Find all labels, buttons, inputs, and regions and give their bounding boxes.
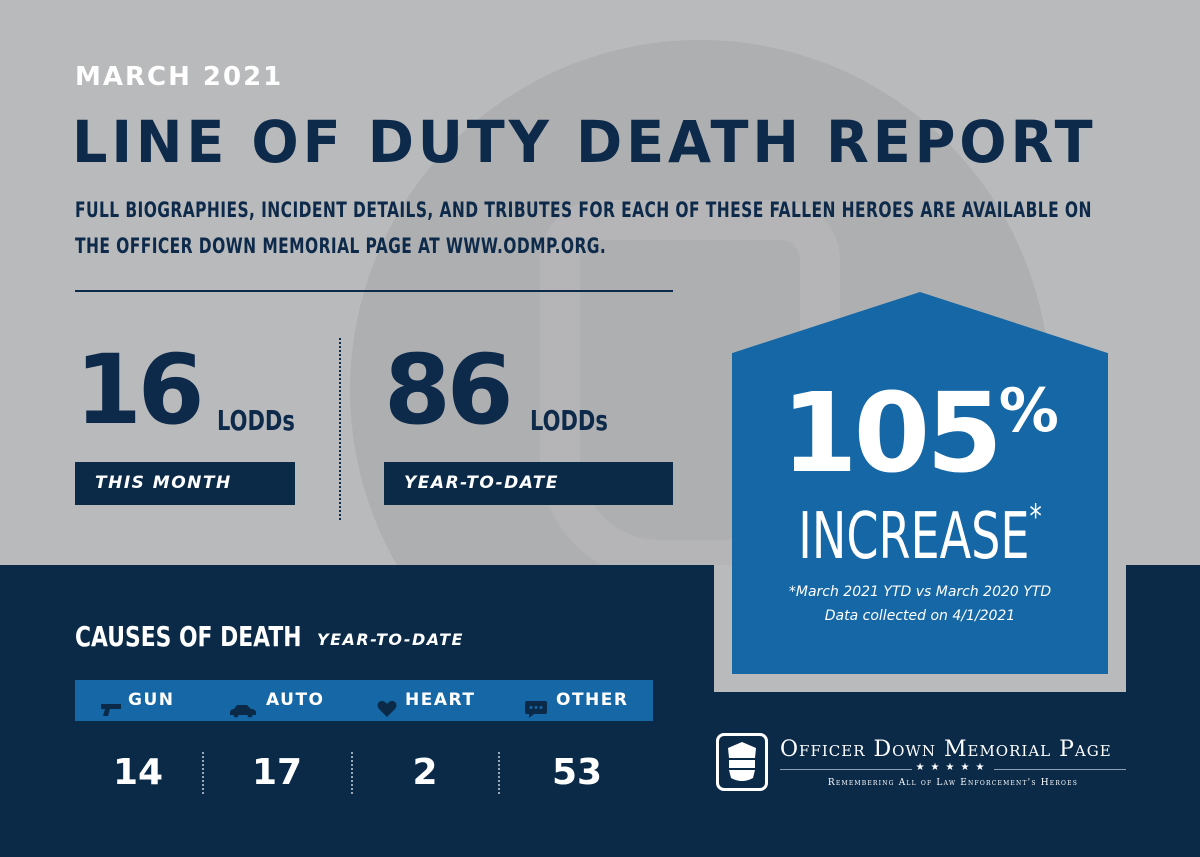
ytd-unit: LODDs — [530, 404, 608, 437]
report-month: MARCH 2021 — [75, 62, 284, 92]
cause-other-value: 53 — [551, 752, 603, 793]
causes-subtitle: YEAR-TO-DATE — [317, 630, 464, 649]
odmp-logo — [716, 733, 768, 791]
increase-footnote: *March 2021 YTD vs March 2020 YTD Data c… — [788, 584, 1052, 624]
logo-stars: ★★★★★ — [780, 762, 1126, 773]
stat-separator — [339, 338, 341, 520]
ytd-label: YEAR-TO-DATE — [384, 462, 673, 505]
cause-gun: GUN — [100, 680, 175, 721]
this-month-count: 16 — [75, 334, 205, 446]
increase-panel — [732, 292, 1108, 674]
chat-icon — [524, 693, 548, 718]
cause-auto: AUTO — [228, 680, 325, 721]
causes-header-bar — [75, 680, 653, 721]
car-icon — [228, 693, 258, 717]
gun-icon — [100, 693, 121, 716]
logo-tagline: Remembering All of Law Enforcement's Her… — [827, 778, 1079, 788]
cause-other: OTHER — [524, 680, 628, 721]
divider — [75, 290, 673, 292]
page-subtitle: FULL BIOGRAPHIES, INCIDENT DETAILS, AND … — [75, 198, 1092, 258]
increase-word: INCREASE* — [798, 497, 1042, 574]
cause-separator — [351, 752, 353, 794]
ytd-count: 86 — [384, 334, 514, 446]
badge-icon — [728, 742, 756, 781]
heart-icon — [377, 693, 397, 717]
cause-heart: HEART — [377, 680, 475, 721]
cause-heart-value: 2 — [412, 752, 438, 793]
logo-title: Officer Down Memorial Page — [780, 737, 1112, 762]
this-month-label: THIS MONTH — [75, 462, 295, 505]
cause-separator — [202, 752, 204, 794]
page-title: LINE OF DUTY DEATH REPORT — [72, 108, 1097, 176]
causes-title: CAUSES OF DEATH — [75, 620, 302, 653]
increase-percent: 105% — [781, 369, 1059, 497]
cause-separator — [498, 752, 500, 794]
this-month-unit: LODDs — [217, 404, 295, 437]
cause-gun-value: 14 — [112, 752, 164, 793]
cause-auto-value: 17 — [251, 752, 303, 793]
